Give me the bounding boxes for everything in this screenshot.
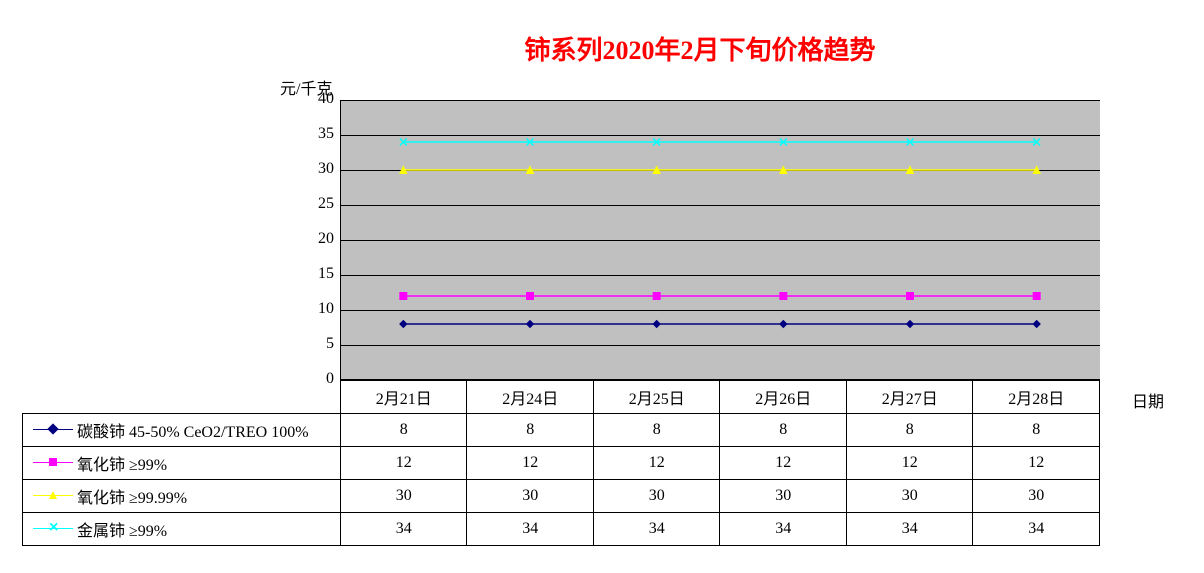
category-header: 2月26日 <box>720 381 847 414</box>
legend-text: 碳酸铈 45-50% CeO2/TREO 100% <box>77 424 309 441</box>
chart-svg <box>340 100 1100 380</box>
y-tick-label: 10 <box>304 300 334 318</box>
data-cell: 34 <box>340 513 467 546</box>
legend-text: 氧化铈 ≥99% <box>77 457 167 474</box>
y-tick-label: 35 <box>304 125 334 143</box>
data-cell: 34 <box>467 513 594 546</box>
series-marker <box>907 321 914 328</box>
data-cell: 8 <box>593 414 720 447</box>
data-cell: 8 <box>720 414 847 447</box>
series-marker <box>527 293 534 300</box>
y-tick-label: 5 <box>304 335 334 353</box>
series-marker <box>653 293 660 300</box>
series-marker <box>1033 293 1040 300</box>
data-cell: 12 <box>973 447 1100 480</box>
data-cell: 30 <box>973 480 1100 513</box>
legend-text: 氧化铈 ≥99.99% <box>77 490 187 507</box>
category-header: 2月28日 <box>973 381 1100 414</box>
legend-cell: × 金属铈 ≥99% <box>23 513 341 546</box>
series-marker <box>907 293 914 300</box>
table-header-row: 2月21日2月24日2月25日2月26日2月27日2月28日 <box>23 381 1100 414</box>
table-row: 氧化铈 ≥99.99%303030303030 <box>23 480 1100 513</box>
data-cell: 8 <box>467 414 594 447</box>
data-cell: 8 <box>846 414 973 447</box>
chart-title: 铈系列2020年2月下旬价格趋势 <box>400 30 1000 67</box>
data-cell: 30 <box>340 480 467 513</box>
data-cell: 12 <box>467 447 594 480</box>
data-cell: 8 <box>340 414 467 447</box>
data-cell: 34 <box>593 513 720 546</box>
data-cell: 12 <box>340 447 467 480</box>
data-cell: 30 <box>593 480 720 513</box>
data-cell: 30 <box>846 480 973 513</box>
legend-marker: × <box>33 523 73 535</box>
series-marker <box>780 293 787 300</box>
y-tick-label: 20 <box>304 230 334 248</box>
table-row: 氧化铈 ≥99%121212121212 <box>23 447 1100 480</box>
table-row: 碳酸铈 45-50% CeO2/TREO 100%888888 <box>23 414 1100 447</box>
category-header: 2月21日 <box>340 381 467 414</box>
series-marker <box>1033 321 1040 328</box>
series-marker <box>400 293 407 300</box>
legend-marker <box>33 490 73 502</box>
y-tick-label: 25 <box>304 195 334 213</box>
data-cell: 8 <box>973 414 1100 447</box>
table-row: ×金属铈 ≥99%343434343434 <box>23 513 1100 546</box>
series-marker <box>527 321 534 328</box>
data-cell: 30 <box>720 480 847 513</box>
legend-header-empty <box>23 381 341 414</box>
category-header: 2月27日 <box>846 381 973 414</box>
legend-text: 金属铈 ≥99% <box>77 523 167 540</box>
legend-marker <box>33 457 73 469</box>
legend-cell: 氧化铈 ≥99% <box>23 447 341 480</box>
data-cell: 12 <box>720 447 847 480</box>
series-marker <box>400 321 407 328</box>
x-axis-label: 日期 <box>1132 388 1164 412</box>
series-marker <box>780 321 787 328</box>
data-cell: 12 <box>846 447 973 480</box>
y-tick-label: 40 <box>304 90 334 108</box>
chart-container: 铈系列2020年2月下旬价格趋势 元/千克 日期 051015202530354… <box>0 0 1204 573</box>
data-cell: 34 <box>973 513 1100 546</box>
data-cell: 34 <box>720 513 847 546</box>
legend-marker <box>33 424 73 436</box>
y-tick-label: 15 <box>304 265 334 283</box>
legend-cell: 氧化铈 ≥99.99% <box>23 480 341 513</box>
data-cell: 30 <box>467 480 594 513</box>
data-table: 2月21日2月24日2月25日2月26日2月27日2月28日碳酸铈 45-50%… <box>22 380 1100 546</box>
series-marker <box>653 321 660 328</box>
category-header: 2月24日 <box>467 381 594 414</box>
data-cell: 34 <box>846 513 973 546</box>
legend-cell: 碳酸铈 45-50% CeO2/TREO 100% <box>23 414 341 447</box>
data-cell: 12 <box>593 447 720 480</box>
y-tick-label: 30 <box>304 160 334 178</box>
category-header: 2月25日 <box>593 381 720 414</box>
